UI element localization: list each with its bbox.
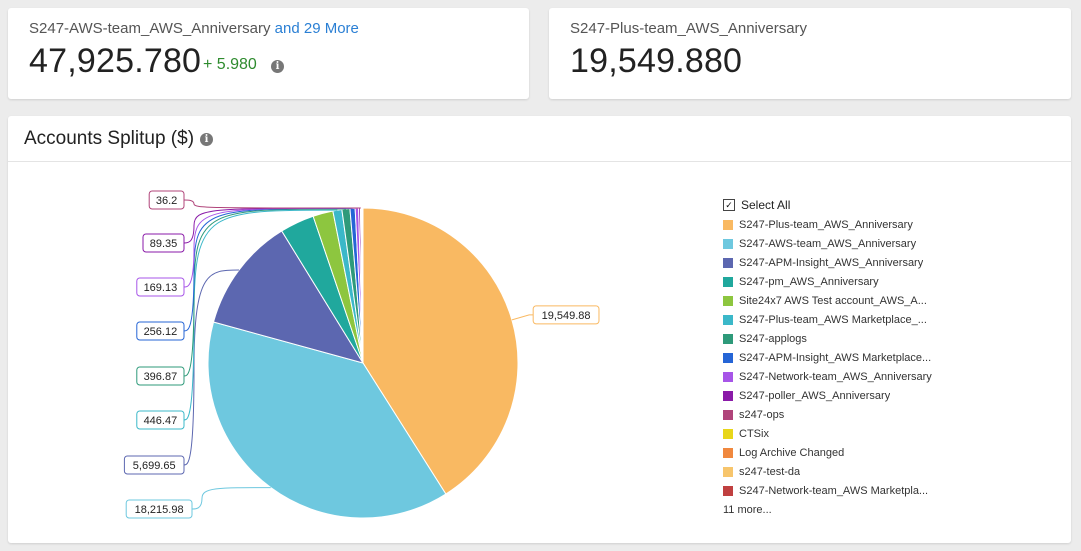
legend-label: S247-applogs [739,332,807,345]
info-icon[interactable]: i [200,133,213,146]
legend-label: S247-poller_AWS_Anniversary [739,389,891,402]
data-label-box [136,321,185,341]
legend-swatch [723,390,733,401]
legend-item[interactable]: S247-APM-Insight_AWS_Anniversary [723,253,963,272]
pie-slice[interactable] [212,230,365,364]
legend-item[interactable]: Site24x7 AWS Test account_AWS_A... [723,291,963,310]
data-label: 89.35 [150,238,178,250]
legend-swatch [723,352,733,363]
legend-label: s247-test-da [739,466,801,479]
label-connector [183,199,361,209]
data-label: 5,699.65 [133,460,176,472]
legend-label: S247-AWS-team_AWS_Anniversary [739,237,917,250]
legend-swatch [723,276,733,287]
legend-swatch [723,429,733,440]
panel-title: Accounts Splitup ($) [24,128,195,149]
data-label-box [125,499,193,519]
legend-label: S247-APM-Insight_AWS_Anniversary [739,256,924,269]
label-connector [183,208,346,377]
legend-swatch [723,448,733,459]
data-label-box [136,277,185,297]
legend-label: Log Archive Changed [739,447,845,460]
legend-item[interactable]: S247-poller_AWS_Anniversary [723,386,963,405]
label-connector [511,314,534,321]
legend-item[interactable]: S247-Plus-team_AWS Marketplace_... [723,310,963,329]
data-label-box [532,305,600,325]
legend-label: Site24x7 AWS Test account_AWS_A... [739,294,927,307]
legend-label: CTSix [739,428,769,441]
label-connector [183,207,353,332]
legend-swatch [723,486,733,497]
more-accounts-link[interactable]: and 29 More [274,20,359,37]
info-icon[interactable]: i [271,60,284,73]
legend-item[interactable]: Log Archive Changed [723,444,963,463]
data-label-box [136,410,185,430]
legend-swatch [723,238,733,249]
legend-item[interactable]: CTSix [723,425,963,444]
chart-legend: ✓ Select All S247-Plus-team_AWS_Annivers… [723,196,963,516]
legend-swatch [723,295,733,306]
data-label: 169.13 [144,282,178,294]
legend-swatch [723,371,733,382]
card-value: 47,925.780 [29,42,202,80]
accounts-splitup-panel: Accounts Splitup ($) i 19,549.88 18,215.9… [8,116,1071,543]
legend-swatch [723,219,733,230]
card-title: S247-Plus-team_AWS_Anniversary [570,20,808,37]
legend-item[interactable]: S247-Network-team_AWS_Anniversary [723,367,963,386]
card-delta: + 5.980 [203,56,257,73]
data-label: 446.47 [144,415,178,427]
summary-card-plus-team: S247-Plus-team_AWS_Anniversary 19,549.88… [549,8,1071,99]
label-connector [191,487,271,510]
legend-label: S247-Network-team_AWS Marketpla... [739,485,929,498]
card-value: 19,549.880 [570,42,743,80]
legend-item[interactable]: S247-pm_AWS_Anniversary [723,272,963,291]
legend-item[interactable]: S247-Plus-team_AWS_Anniversary [723,215,963,234]
data-label: 256.12 [144,326,178,338]
data-label: 396.87 [144,371,178,383]
legend-swatch [723,314,733,325]
select-all-toggle[interactable]: ✓ Select All [723,196,963,213]
legend-item[interactable]: S247-APM-Insight_AWS Marketplace... [723,348,963,367]
card-title: S247-AWS-team_AWS_Anniversary and 29 Mor… [29,20,359,37]
legend-swatch [723,257,733,268]
legend-item[interactable]: s247-test-da [723,463,963,482]
data-label-box [142,233,185,253]
summary-card-aws-team: S247-AWS-team_AWS_Anniversary and 29 Mor… [8,8,529,99]
legend-label: S247-Network-team_AWS_Anniversary [739,370,932,383]
pie-slice[interactable] [362,207,519,495]
legend-label: S247-Plus-team_AWS Marketplace_... [739,313,927,326]
data-label-box [136,366,185,386]
select-all-label: Select All [741,197,791,212]
legend-item[interactable]: s247-ops [723,405,963,424]
data-label-box [123,455,185,475]
legend-swatch [723,467,733,478]
checkbox-icon[interactable]: ✓ [723,198,735,211]
pie-chart: 19,549.88 18,215.98 5,699.65 446.47 396.87 25… [123,190,600,519]
legend-label: S247-APM-Insight_AWS Marketplace... [739,351,932,364]
legend-item[interactable]: S247-Network-team_AWS Marketpla... [723,482,963,501]
legend-swatch [723,333,733,344]
legend-item[interactable]: S247-applogs [723,329,963,348]
data-label-box [148,190,185,210]
legend-label: S247-pm_AWS_Anniversary [739,275,879,288]
card-title-text: S247-AWS-team_AWS_Anniversary [29,20,271,37]
legend-label: s247-ops [739,408,785,421]
label-connector [183,269,239,466]
data-label: 19,549.88 [542,310,591,322]
legend-item[interactable]: S247-AWS-team_AWS_Anniversary [723,234,963,253]
data-label: 18,215.98 [135,504,184,516]
label-connector [183,209,338,421]
legend-more-link[interactable]: 11 more... [723,503,772,516]
legend-label: S247-Plus-team_AWS_Anniversary [739,218,913,231]
legend-swatch [723,409,733,420]
data-label: 36.2 [156,195,177,207]
divider [8,161,1071,162]
